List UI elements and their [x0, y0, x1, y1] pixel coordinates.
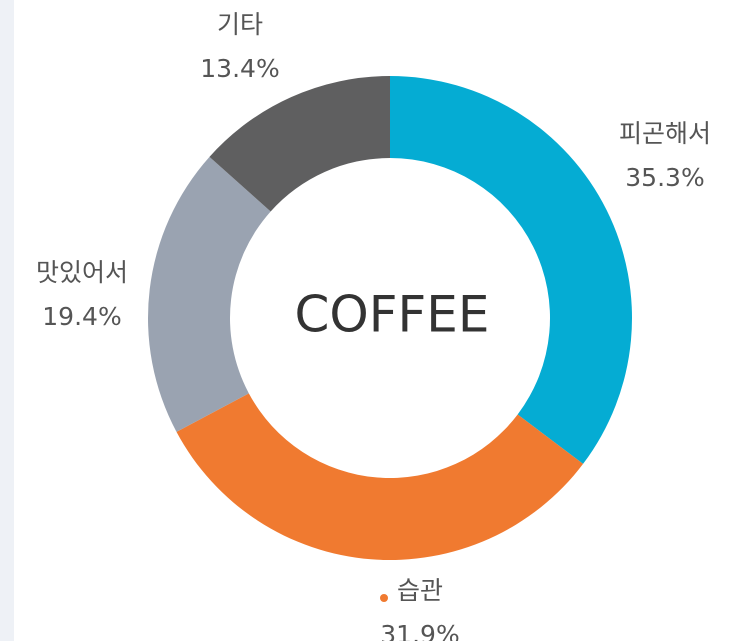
center-text: COFFEE — [295, 286, 490, 344]
value-label: 35.3% — [625, 163, 704, 192]
side-strip — [0, 0, 14, 641]
highlight-dot — [380, 594, 388, 602]
category-label: 습관 — [397, 576, 443, 605]
category-label: 맛있어서 — [36, 258, 128, 287]
slice — [148, 156, 271, 432]
slice — [209, 76, 390, 212]
category-label: 피곤해서 — [619, 119, 711, 148]
value-label: 13.4% — [200, 54, 279, 83]
value-label: 19.4% — [42, 302, 121, 331]
slice — [176, 393, 584, 560]
value-label: 31.9% — [380, 620, 459, 641]
category-label: 기타 — [217, 10, 263, 39]
slice — [390, 76, 632, 464]
